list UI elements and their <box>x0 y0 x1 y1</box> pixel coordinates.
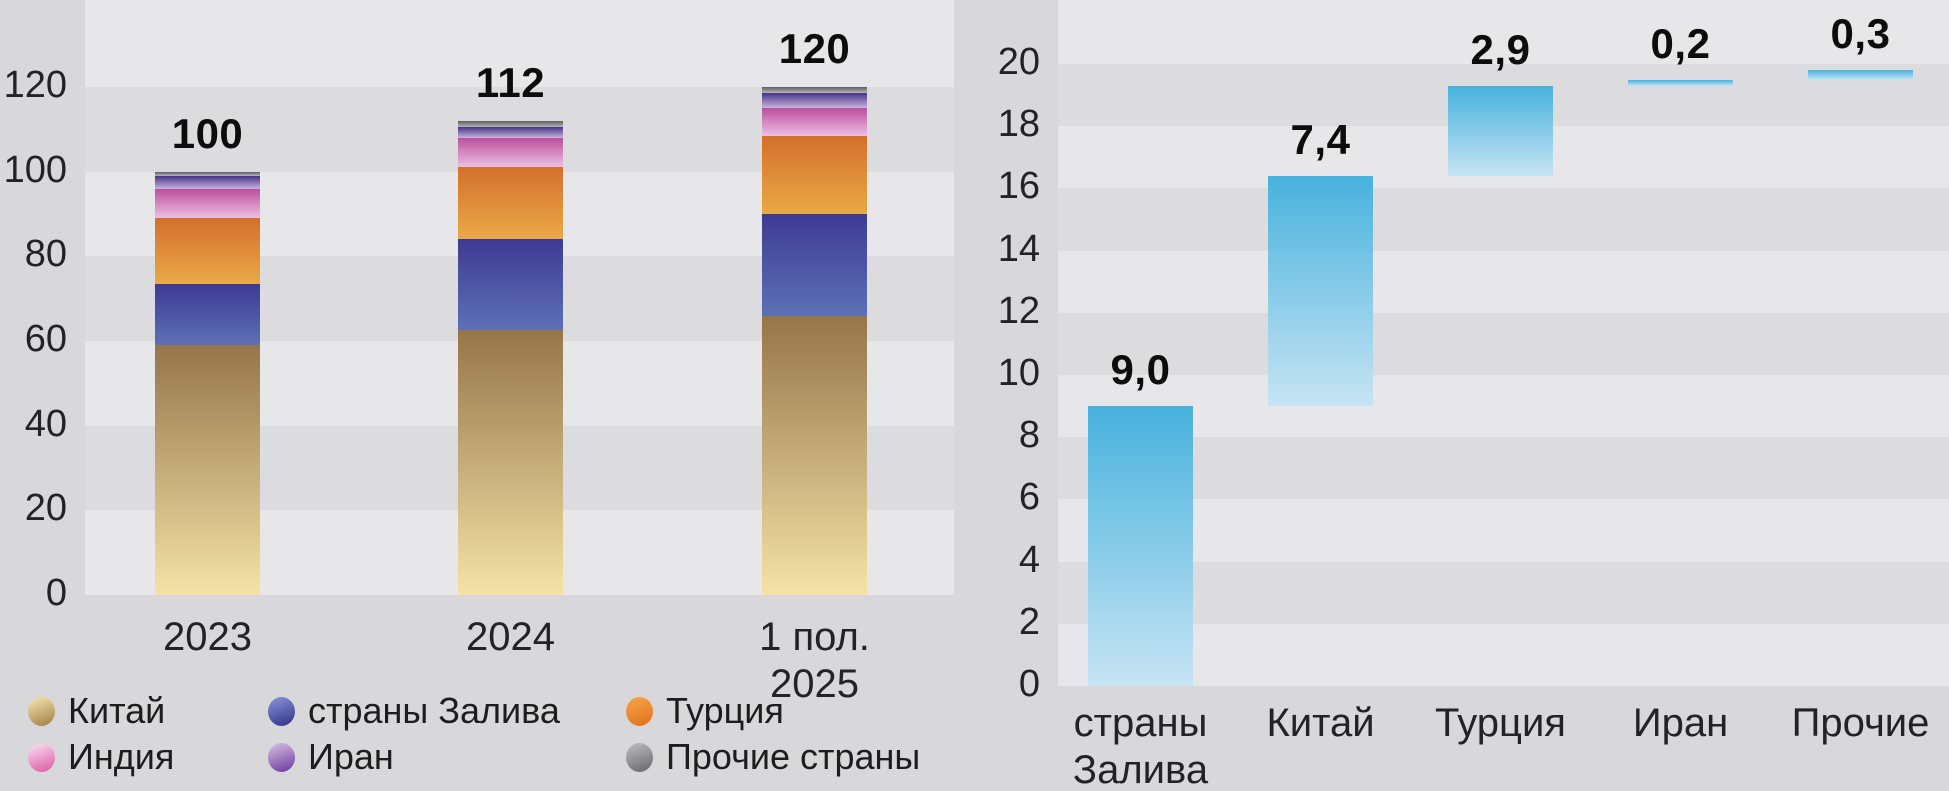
bar-value-label: 2,9 <box>1470 25 1531 73</box>
legend-item-others: Прочие страны <box>626 736 1028 778</box>
bar-segment-china <box>458 330 563 595</box>
bar-segment-gulf <box>458 239 563 331</box>
y-tick-label: 40 <box>24 402 67 445</box>
bar-total-label: 120 <box>778 25 851 72</box>
legend-item-gulf: страны Залива <box>268 690 626 732</box>
bar-segment-turkey <box>458 167 563 240</box>
x-tick-label: страны Залива <box>1072 701 1209 791</box>
bar-segment-iran <box>155 175 260 189</box>
legend-label: страны Залива <box>308 690 560 731</box>
legend-marker-turkey <box>626 696 653 726</box>
legend-marker-india <box>28 742 55 772</box>
y-tick-label: 10 <box>997 351 1040 394</box>
y-tick-label: 20 <box>997 40 1040 83</box>
bar-segment-india <box>458 137 563 168</box>
legend: Китай страны Залива Турция Индия Иран Прочие … <box>28 688 1028 780</box>
y-tick-label: 14 <box>997 227 1040 270</box>
waterfall-bar-4 <box>1628 79 1733 86</box>
grid-stripe <box>1058 0 1949 64</box>
legend-item-iran: Иран <box>268 736 626 778</box>
grid-stripe <box>1058 499 1949 562</box>
legend-label: Иран <box>308 736 394 777</box>
bar-segment-iran <box>458 127 563 138</box>
x-tick-label: 2023 <box>163 615 252 659</box>
grid-stripe <box>1058 623 1949 686</box>
bar-segment-india <box>762 108 867 136</box>
x-tick-label: Турция <box>1435 701 1566 745</box>
bar-total-label: 112 <box>475 58 546 106</box>
legend-label: Китай <box>68 690 166 731</box>
legend-marker-iran <box>268 742 295 772</box>
bar-segment-gulf <box>155 283 260 346</box>
waterfall-bar-2 <box>1268 175 1373 407</box>
grid-stripe <box>1058 250 1949 313</box>
bar-value-label: 7,4 <box>1290 115 1351 163</box>
legend-item-china: Китай <box>28 690 268 732</box>
y-tick-label: 120 <box>3 63 67 106</box>
bar-value-label: 9,0 <box>1110 346 1171 394</box>
bar-total-label: 100 <box>171 109 244 157</box>
bar-segment-others <box>155 171 260 176</box>
stacked-bar-2 <box>458 0 563 595</box>
bar-segment-iran <box>762 93 867 109</box>
y-tick-label: 4 <box>1018 538 1040 581</box>
bar-segment-turkey <box>155 218 260 284</box>
bar-segment-gulf <box>762 214 867 316</box>
waterfall-bar-5 <box>1808 70 1913 80</box>
bar-segment-others <box>762 87 867 94</box>
waterfall-bar-3 <box>1448 85 1553 176</box>
grid-stripe <box>1058 437 1949 500</box>
grid-stripe <box>1058 561 1949 624</box>
right-waterfall-plot: 9,0 7,4 2,9 0,2 0,3 <box>1058 0 1949 686</box>
y-tick-label: 18 <box>997 102 1040 145</box>
bar-segment-china <box>155 345 260 595</box>
grid-stripe <box>1058 312 1949 375</box>
stacked-bar-3 <box>762 0 867 595</box>
y-tick-label: 0 <box>1018 662 1040 705</box>
x-tick-label: Китай <box>1266 701 1375 745</box>
legend-marker-gulf <box>268 696 295 726</box>
grid-stripe <box>1058 375 1949 438</box>
y-tick-label: 6 <box>1018 476 1040 519</box>
y-tick-label: 80 <box>24 233 67 276</box>
bar-segment-others <box>458 120 563 128</box>
grid-stripe <box>85 0 954 87</box>
stacked-bar-1 <box>155 0 260 595</box>
bar-value-label: 0,2 <box>1650 19 1711 67</box>
left-stacked-bar-plot: 100 112 120 <box>85 0 954 595</box>
x-tick-label: 1 пол. 2025 <box>759 615 870 706</box>
x-tick-label: 2024 <box>466 615 555 659</box>
bar-segment-india <box>155 188 260 219</box>
legend-label: Турция <box>666 690 784 731</box>
x-tick-label: Прочие <box>1791 701 1930 745</box>
y-tick-label: 16 <box>997 165 1040 208</box>
grid-stripe <box>1058 188 1949 251</box>
y-tick-label: 20 <box>24 487 67 530</box>
y-tick-label: 8 <box>1018 413 1040 456</box>
bar-value-label: 0,3 <box>1830 10 1891 58</box>
legend-marker-others <box>626 742 653 772</box>
y-tick-label: 0 <box>45 571 67 614</box>
legend-item-india: Индия <box>28 736 268 778</box>
y-tick-label: 2 <box>1018 600 1040 643</box>
y-tick-label: 100 <box>3 148 67 191</box>
legend-item-turkey: Турция <box>626 690 1028 732</box>
y-tick-label: 60 <box>24 317 67 360</box>
y-tick-label: 12 <box>997 289 1040 332</box>
legend-label: Индия <box>68 736 175 777</box>
waterfall-bar-1 <box>1088 406 1193 686</box>
legend-marker-china <box>28 696 55 726</box>
bar-segment-turkey <box>762 135 867 214</box>
x-tick-label: Иран <box>1632 701 1729 745</box>
legend-label: Прочие страны <box>666 736 921 777</box>
bar-segment-china <box>762 315 867 595</box>
